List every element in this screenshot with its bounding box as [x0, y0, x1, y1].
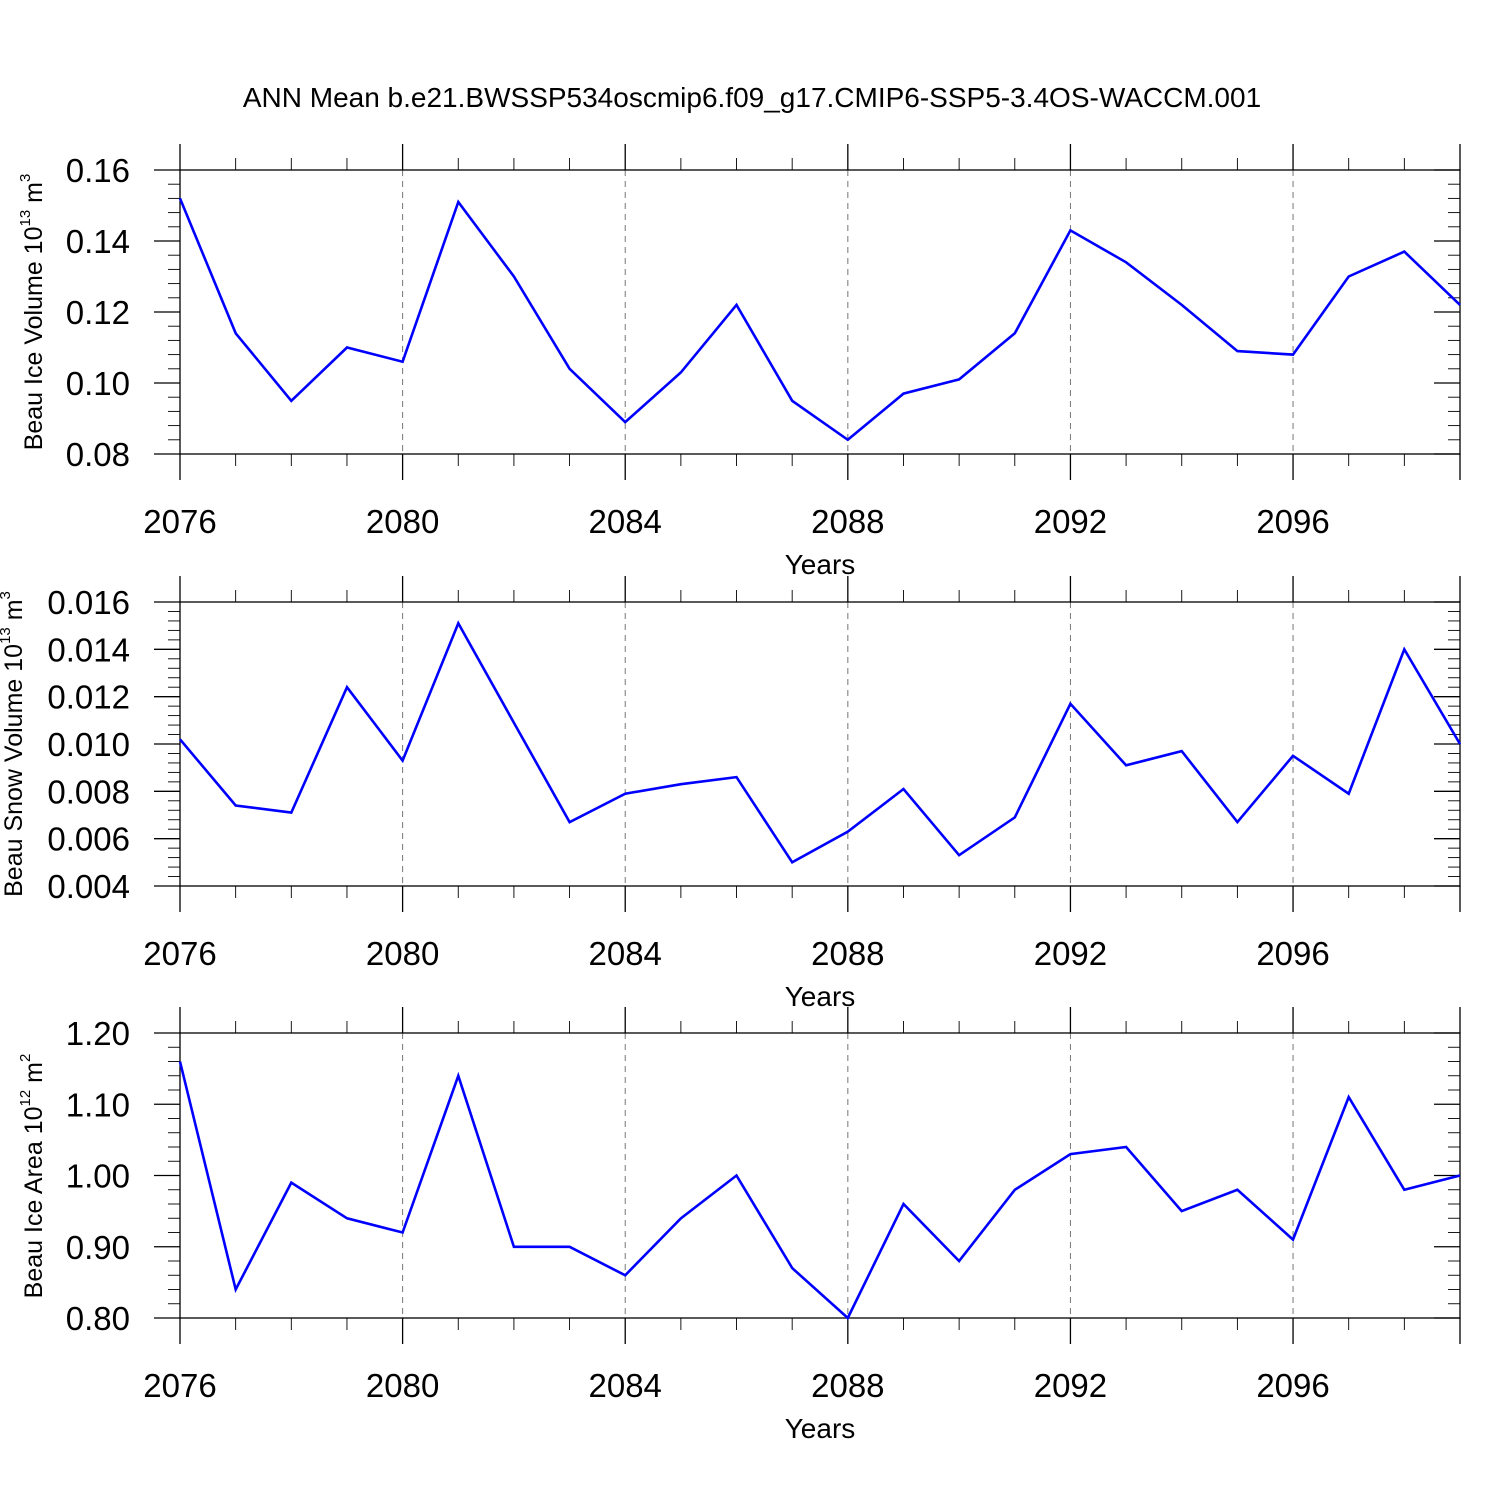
y-axis-label: Beau Snow Volume 1013 m3 — [0, 591, 28, 897]
x-axis-label: Years — [785, 1413, 856, 1444]
x-tick-label: 2076 — [143, 1367, 216, 1404]
x-tick-label: 2080 — [366, 935, 439, 972]
x-tick-label: 2096 — [1256, 1367, 1329, 1404]
x-tick-label: 2080 — [366, 1367, 439, 1404]
y-tick-label: 0.90 — [66, 1229, 130, 1266]
y-tick-label: 0.16 — [66, 152, 130, 189]
y-tick-label: 0.14 — [66, 223, 130, 260]
y-tick-label: 1.20 — [66, 1015, 130, 1052]
x-tick-label: 2092 — [1034, 935, 1107, 972]
y-tick-label: 0.010 — [47, 726, 130, 763]
y-tick-label: 1.00 — [66, 1158, 130, 1195]
x-tick-label: 2088 — [811, 503, 884, 540]
series-line — [178, 1061, 1461, 1321]
plot-frame — [179, 169, 1461, 455]
x-tick-label: 2096 — [1256, 935, 1329, 972]
x-tick-label: 2096 — [1256, 503, 1329, 540]
x-tick-label: 2092 — [1034, 503, 1107, 540]
y-tick-label: 0.006 — [47, 821, 130, 858]
x-tick-label: 2088 — [811, 935, 884, 972]
x-tick-label: 2088 — [811, 1367, 884, 1404]
x-tick-label: 2076 — [143, 503, 216, 540]
y-tick-label: 1.10 — [66, 1086, 130, 1123]
y-tick-label: 0.016 — [47, 584, 130, 621]
x-tick-label: 2084 — [589, 935, 662, 972]
y-axis-label: Beau Ice Volume 1013 m3 — [17, 174, 48, 451]
x-tick-label: 2076 — [143, 935, 216, 972]
x-tick-label: 2092 — [1034, 1367, 1107, 1404]
panel-3: 2076 2080 2084 2088 2092 2096 0.80 0.90 1.00 1.10… — [17, 1007, 1461, 1444]
plot-frame — [179, 1032, 1461, 1319]
x-axis-label: Years — [785, 981, 856, 1012]
y-tick-label: 0.012 — [47, 679, 130, 716]
y-tick-label: 0.008 — [47, 773, 130, 810]
y-tick-label: 0.08 — [66, 436, 130, 473]
series-line — [179, 620, 1462, 865]
y-tick-label: 0.80 — [66, 1300, 130, 1337]
y-tick-label: 0.10 — [66, 365, 130, 402]
x-tick-label: 2080 — [366, 503, 439, 540]
series-line — [178, 197, 1461, 442]
x-axis-label: Years — [785, 549, 856, 580]
panel-2: 2076 2080 2084 2088 2092 2096 0.004 0.006 0.008 0… — [0, 576, 1462, 1012]
y-axis-label: Beau Ice Area 1012 m2 — [17, 1054, 48, 1299]
chart-title: ANN Mean b.e21.BWSSP534oscmip6.f09_g17.C… — [243, 82, 1261, 113]
x-tick-label: 2084 — [589, 1367, 662, 1404]
y-tick-label: 0.014 — [47, 631, 130, 668]
y-tick-label: 0.004 — [47, 868, 130, 905]
y-tick-label: 0.12 — [66, 294, 130, 331]
x-tick-label: 2084 — [589, 503, 662, 540]
plot-frame — [179, 601, 1461, 887]
panel-1: 2076 2080 2084 2088 2092 2096 0.08 0.10 0.12 0.14… — [17, 144, 1461, 580]
